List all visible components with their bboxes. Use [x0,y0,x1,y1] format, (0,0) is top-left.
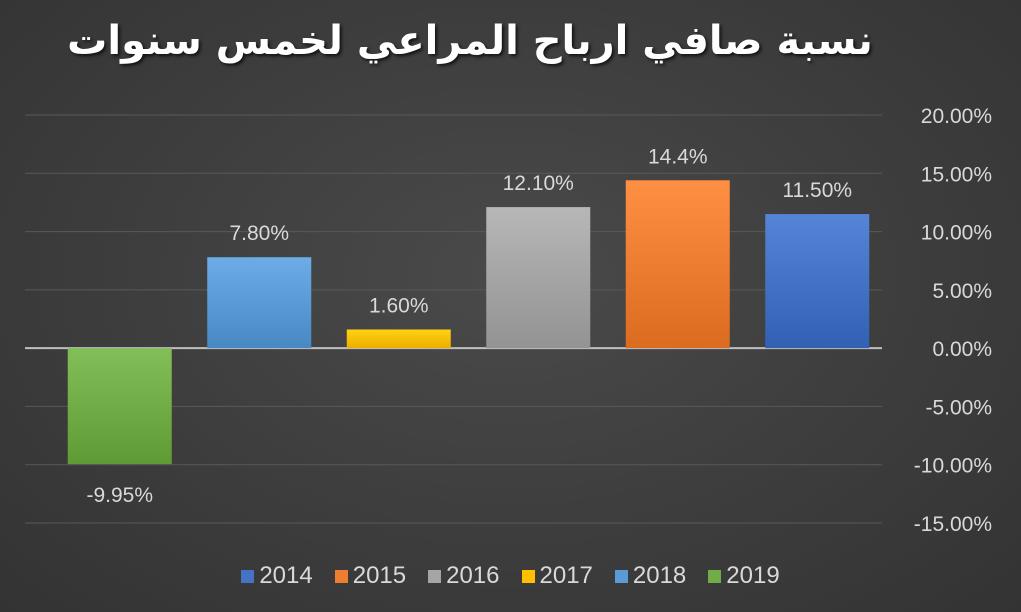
bar-2018 [207,257,312,349]
legend-swatch [708,569,722,583]
bar-2019 [67,348,172,465]
legend: 2014 2015 2016 2017 2018 2019 [0,562,1021,590]
chart-title: نسبة صافي ارباح المراعي لخمس سنوات [67,18,873,64]
bar-2014 [765,214,870,349]
y-tick-label: -10.00% [914,455,992,478]
legend-swatch [334,569,348,583]
bar-2017 [346,329,451,349]
data-label-2014: 11.50% [782,179,852,202]
legend-label: 2014 [259,562,313,589]
legend-swatch [241,569,255,583]
y-tick-label: -15.00% [914,513,992,536]
y-tick-label: 5.00% [932,280,992,303]
y-tick-label: -5.00% [925,396,992,419]
bar-2015 [625,180,730,349]
y-tick-label: 20.00% [921,105,992,128]
legend-item-2015: 2015 [334,562,407,590]
y-tick-label: 15.00% [921,163,992,186]
data-label-2019: -9.95% [86,484,153,507]
legend-item-2018: 2018 [614,562,687,590]
legend-item-2016: 2016 [428,562,500,590]
y-tick-label: 10.00% [921,222,992,245]
legend-swatch [428,569,442,583]
legend-item-2017: 2017 [521,562,593,590]
y-tick-label: 0.00% [932,338,992,361]
legend-label: 2015 [352,562,407,589]
legend-label: 2017 [539,562,593,589]
bar-2016 [486,207,591,349]
data-label-2016: 12.10% [503,172,574,195]
data-label-2015: 14.4% [648,145,708,168]
legend-swatch [521,569,535,583]
data-label-2017: 1.60% [369,294,429,317]
legend-label: 2018 [632,562,687,589]
legend-swatch [614,569,628,583]
legend-label: 2016 [446,562,500,589]
legend-item-2019: 2019 [708,562,780,590]
data-label-2018: 7.80% [229,222,289,245]
legend-item-2014: 2014 [241,562,313,590]
legend-label: 2019 [726,562,780,589]
